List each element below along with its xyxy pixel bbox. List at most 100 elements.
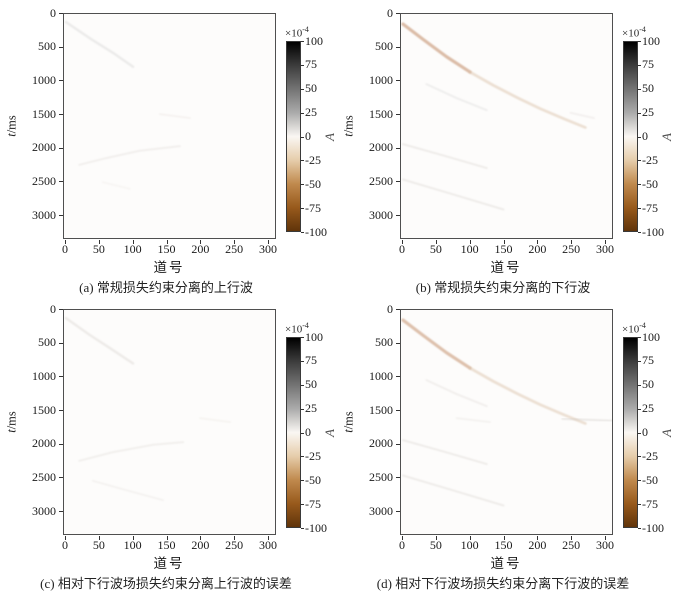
y-tick-label: 2500 bbox=[32, 173, 56, 188]
x-tick-mark bbox=[268, 240, 269, 244]
colorbar-multiplier: ×10-4 bbox=[622, 25, 646, 40]
colorbar-tick-label: -75 bbox=[642, 496, 658, 511]
colorbar-tick-label: 75 bbox=[642, 57, 654, 72]
y-tick-mark bbox=[59, 309, 63, 310]
seismic-event-trace bbox=[78, 145, 181, 166]
x-tick-label: 50 bbox=[92, 242, 105, 256]
panel-b-inner: t/ms 道号 ×10-4 A (b) 常规损失约束分离的下行波 0 500 100… bbox=[337, 0, 687, 296]
colorbar-tick-label: 0 bbox=[305, 425, 311, 439]
x-tick-label: 150 bbox=[157, 538, 176, 552]
x-tick-mark bbox=[166, 240, 168, 244]
y-tick-label: 2000 bbox=[369, 436, 393, 451]
wavefield-image bbox=[401, 22, 595, 211]
y-tick-mark bbox=[59, 376, 63, 378]
colorbar-tick-mark bbox=[638, 337, 641, 338]
x-tick-label: 100 bbox=[460, 538, 479, 552]
colorbar bbox=[286, 41, 301, 232]
x-tick-mark bbox=[268, 536, 269, 540]
colorbar-multiplier: ×10-4 bbox=[622, 321, 646, 336]
seismic-event-trace bbox=[64, 20, 135, 68]
y-tick-label: 1000 bbox=[369, 368, 393, 383]
colorbar-tick-label: 25 bbox=[305, 401, 317, 416]
plot-area bbox=[400, 309, 613, 535]
x-tick-label: 250 bbox=[225, 242, 244, 256]
y-tick-mark bbox=[59, 46, 63, 48]
y-tick-mark bbox=[59, 511, 63, 512]
colorbar-tick-mark bbox=[301, 41, 304, 42]
y-tick-mark bbox=[59, 477, 63, 479]
x-tick-label: 200 bbox=[191, 538, 210, 552]
x-tick-label: 100 bbox=[123, 242, 142, 256]
y-tick-label: 1000 bbox=[369, 72, 393, 87]
seismic-event-trace bbox=[468, 366, 587, 425]
colorbar-multiplier: ×10-4 bbox=[285, 25, 309, 40]
y-axis-label-variable: t bbox=[341, 133, 356, 137]
x-axis-label: 道号 bbox=[153, 556, 185, 571]
x-tick-label: 200 bbox=[528, 538, 547, 552]
colorbar bbox=[623, 337, 638, 528]
x-tick-label: 300 bbox=[259, 242, 277, 256]
colorbar-multiplier-exponent: -4 bbox=[639, 25, 646, 34]
x-tick-mark bbox=[571, 240, 573, 244]
y-tick-label: 3000 bbox=[32, 503, 56, 518]
seismic-event-trace bbox=[199, 417, 232, 424]
colorbar-tick-mark bbox=[638, 456, 641, 458]
plot-area bbox=[63, 13, 276, 239]
x-tick-mark bbox=[571, 536, 573, 540]
colorbar-tick-label: 50 bbox=[305, 377, 317, 392]
x-tick-label: 200 bbox=[191, 242, 210, 256]
colorbar-multiplier-exponent: -4 bbox=[302, 25, 309, 34]
colorbar-tick-label: 25 bbox=[305, 105, 317, 120]
colorbar-tick-mark bbox=[638, 360, 641, 362]
y-axis-label-variable: t bbox=[4, 429, 19, 433]
y-tick-label: 3000 bbox=[369, 207, 393, 222]
x-tick-mark bbox=[65, 240, 66, 244]
colorbar-tick-mark bbox=[301, 456, 304, 458]
x-tick-mark bbox=[402, 536, 403, 540]
x-tick-mark bbox=[537, 240, 539, 244]
x-tick-label: 200 bbox=[528, 242, 547, 256]
colorbar-tick-mark bbox=[301, 528, 304, 529]
x-tick-label: 100 bbox=[460, 242, 479, 256]
y-tick-mark bbox=[396, 13, 400, 14]
x-tick-label: 50 bbox=[92, 538, 105, 552]
seismic-event-trace bbox=[401, 143, 488, 170]
x-tick-mark bbox=[98, 240, 100, 244]
x-tick-label: 150 bbox=[494, 538, 513, 552]
colorbar-tick-label: -50 bbox=[642, 472, 658, 487]
y-tick-mark bbox=[59, 114, 63, 115]
x-tick-mark bbox=[435, 240, 437, 244]
colorbar-tick-mark bbox=[638, 432, 641, 434]
colorbar-tick-label: 100 bbox=[642, 33, 660, 48]
y-tick-label: 500 bbox=[375, 335, 393, 350]
plot-area bbox=[63, 309, 276, 535]
colorbar-multiplier-exponent: -4 bbox=[302, 321, 309, 330]
x-tick-mark bbox=[98, 536, 100, 540]
seismic-event-trace bbox=[401, 439, 488, 466]
seismic-event-trace bbox=[468, 70, 587, 129]
y-tick-mark bbox=[59, 181, 63, 183]
y-tick-label: 2000 bbox=[369, 140, 393, 155]
plot-area bbox=[400, 13, 613, 239]
y-tick-mark bbox=[396, 80, 400, 82]
panel-b: t/ms 道号 ×10-4 A (b) 常规损失约束分离的下行波 0 500 100… bbox=[342, 0, 700, 296]
seismic-event-trace bbox=[401, 318, 472, 370]
y-tick-mark bbox=[59, 215, 63, 216]
colorbar-tick-label: 100 bbox=[642, 329, 660, 344]
seismic-event-trace bbox=[401, 178, 505, 211]
colorbar-tick-label: -75 bbox=[305, 200, 321, 215]
x-tick-label: 300 bbox=[596, 538, 614, 552]
colorbar-label: A bbox=[322, 133, 337, 141]
colorbar-label: A bbox=[659, 429, 674, 437]
y-tick-label: 2500 bbox=[369, 469, 393, 484]
y-tick-mark bbox=[396, 477, 400, 479]
x-tick-label: 250 bbox=[562, 242, 581, 256]
x-tick-label: 100 bbox=[123, 538, 142, 552]
x-tick-label: 50 bbox=[429, 538, 442, 552]
seismic-event-trace bbox=[561, 417, 612, 422]
colorbar-tick-label: 25 bbox=[642, 401, 654, 416]
seismic-event-trace bbox=[91, 479, 165, 502]
colorbar-tick-mark bbox=[301, 360, 304, 362]
y-tick-label: 0 bbox=[387, 301, 393, 316]
y-tick-label: 3000 bbox=[32, 207, 56, 222]
